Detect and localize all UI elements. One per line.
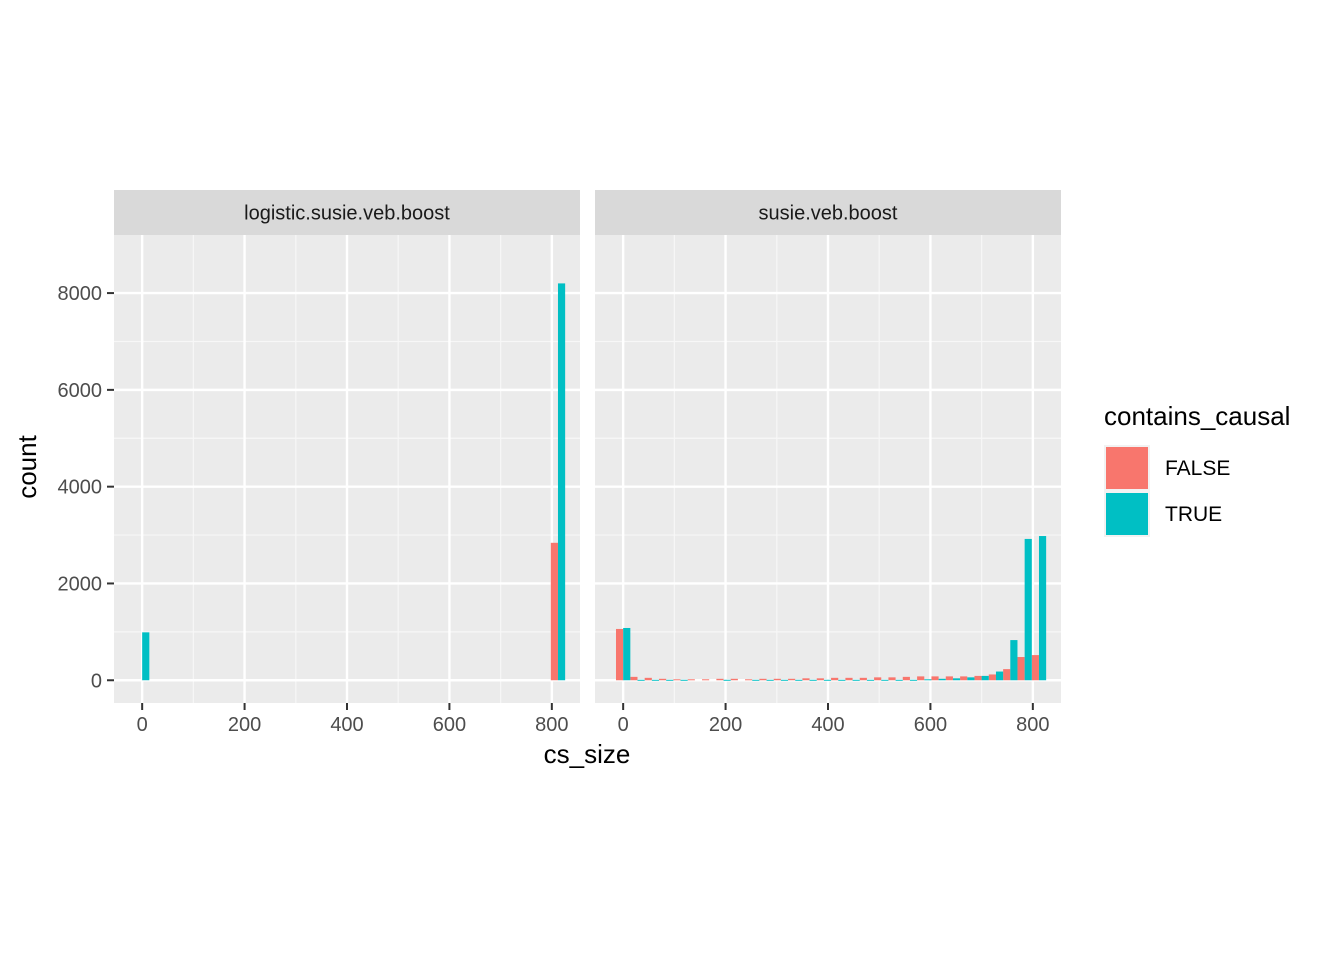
- legend-title: contains_causal: [1104, 401, 1290, 431]
- histogram-bar-true: [142, 632, 150, 681]
- histogram-bar-true: [1024, 538, 1032, 681]
- histogram-bar-true: [895, 679, 903, 681]
- histogram-bar-true: [967, 677, 975, 681]
- histogram-bar-true: [938, 678, 946, 681]
- histogram-bar-true: [881, 679, 889, 681]
- histogram-bar-false: [630, 676, 638, 681]
- histogram-bar-true: [909, 679, 918, 681]
- x-tick-label: 800: [535, 714, 568, 736]
- histogram-bar-true: [838, 679, 846, 681]
- histogram-bar-false: [730, 678, 738, 681]
- histogram-bar-true: [995, 671, 1004, 681]
- histogram-bar-true: [637, 679, 645, 681]
- histogram-bar-true: [752, 679, 760, 681]
- histogram-bar-false: [974, 675, 982, 681]
- legend-label-false: FALSE: [1165, 457, 1230, 480]
- histogram-bar-false: [659, 678, 667, 681]
- histogram-bar-true: [795, 679, 803, 681]
- histogram-bar-true: [866, 679, 875, 681]
- histogram-bar-false: [716, 678, 724, 681]
- histogram-bar-false: [888, 677, 896, 681]
- histogram-bar-true: [557, 283, 566, 681]
- histogram-bar-true: [852, 679, 860, 681]
- histogram-bar-false: [831, 677, 839, 681]
- histogram-bar-false: [902, 676, 910, 681]
- histogram-bar-true: [1010, 640, 1018, 681]
- histogram-bar-true: [823, 679, 832, 681]
- histogram-bar-true: [952, 678, 961, 681]
- x-tick-label: 400: [811, 714, 844, 736]
- histogram-bar-false: [960, 676, 968, 681]
- x-tick-label: 600: [914, 714, 947, 736]
- histogram-bar-false: [816, 678, 824, 681]
- x-tick-label: 400: [330, 714, 363, 736]
- facet-strip: [114, 190, 580, 235]
- histogram-bar-false: [759, 678, 767, 681]
- x-tick-label: 0: [618, 714, 629, 736]
- histogram-bar-false: [874, 677, 882, 681]
- facet-strip-label: susie.veb.boost: [759, 203, 898, 225]
- facet-strip: [595, 190, 1061, 235]
- histogram-bar-false: [1003, 669, 1011, 681]
- histogram-bar-false: [802, 678, 810, 681]
- y-tick-label: 2000: [58, 573, 103, 595]
- legend: contains_causal FALSE TRUE: [1104, 401, 1290, 537]
- histogram-bar-false: [788, 678, 796, 681]
- histogram-bar-true: [780, 679, 789, 681]
- x-tick-label: 200: [709, 714, 742, 736]
- facet-strip-label: logistic.susie.veb.boost: [244, 203, 450, 225]
- y-axis-title: count: [12, 434, 42, 498]
- x-tick-label: 200: [228, 714, 261, 736]
- legend-label-true: TRUE: [1165, 503, 1222, 526]
- histogram-bar-false: [615, 628, 624, 681]
- histogram-bar-false: [917, 676, 925, 681]
- legend-key-true: [1106, 493, 1148, 535]
- histogram-bar-true: [623, 627, 631, 681]
- histogram-bar-false: [1017, 657, 1025, 681]
- histogram-bar-false: [673, 679, 681, 681]
- facet-panel: susie.veb.boost 0 200 400 600 800: [595, 190, 1061, 736]
- histogram-bar-true: [766, 679, 774, 681]
- histogram-bar-false: [745, 679, 753, 681]
- x-tick-label: 0: [137, 714, 148, 736]
- histogram-bar-true: [1038, 536, 1047, 681]
- histogram-bar-false: [945, 676, 953, 681]
- x-tick-label: 800: [1016, 714, 1049, 736]
- histogram-bar-false: [859, 677, 867, 681]
- histogram-bar-false: [687, 679, 695, 681]
- histogram-bar-false: [988, 674, 996, 681]
- x-tick-label: 600: [433, 714, 466, 736]
- histogram-bar-false: [931, 676, 939, 681]
- histogram-bar-false: [845, 677, 853, 681]
- histogram-bar-true: [723, 679, 731, 681]
- x-axis-title: cs_size: [544, 739, 631, 769]
- histogram-bar-true: [680, 679, 688, 681]
- histogram-bar-true: [666, 679, 674, 681]
- histogram-bar-false: [644, 677, 652, 681]
- histogram-bar-true: [924, 679, 932, 681]
- histogram-bar-false: [550, 542, 558, 681]
- histogram-bar-true: [651, 679, 660, 681]
- y-tick-label: 8000: [58, 283, 103, 305]
- y-tick-label: 0: [91, 670, 102, 692]
- histogram-bar-true: [809, 679, 817, 681]
- y-tick-label: 6000: [58, 380, 103, 402]
- histogram-bar-false: [1031, 655, 1039, 681]
- y-tick-label: 4000: [58, 477, 103, 499]
- histogram-bar-false: [773, 678, 781, 681]
- histogram-bar-true: [981, 675, 989, 681]
- histogram-bar-false: [702, 679, 710, 681]
- legend-key-false: [1106, 447, 1148, 489]
